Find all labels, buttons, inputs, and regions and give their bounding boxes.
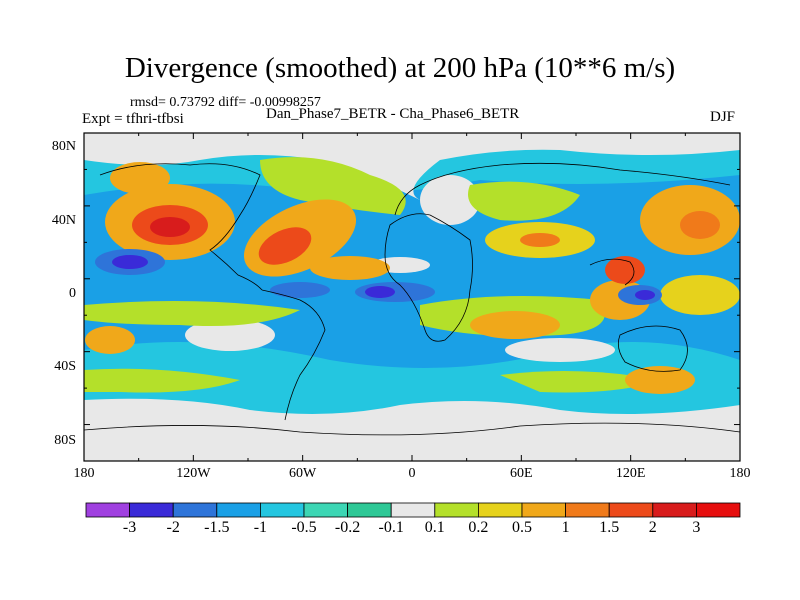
difference-label: Dan_Phase7_BETR - Cha_Phase6_BETR [266, 106, 520, 122]
colorbar-tick-label: -1 [253, 519, 268, 536]
colorbar-swatch [521, 502, 566, 518]
field-region [470, 311, 560, 339]
coastline-antarctica [84, 422, 740, 436]
near-zero-region [505, 338, 615, 362]
colorbar-swatch [477, 502, 523, 518]
field-region [520, 233, 560, 247]
colorbar-tick-label: 3 [692, 519, 701, 536]
field-region [660, 275, 740, 315]
longitude-tick-label: 60E [510, 466, 533, 481]
colorbar-swatch [390, 502, 436, 518]
map-axes [83, 132, 741, 462]
field-region [150, 217, 190, 237]
field-region [468, 181, 580, 221]
plot-title: Divergence (smoothed) at 200 hPa (10**6 … [124, 52, 676, 84]
coastline-south-america [261, 289, 326, 421]
colorbar-tick-label: 0.5 [512, 519, 532, 536]
colorbar-swatch [85, 502, 130, 518]
colorbar-swatch [216, 502, 261, 518]
field-region [84, 368, 240, 393]
near-zero-region [185, 319, 275, 351]
field-region [258, 227, 312, 265]
colorbar-swatch [347, 502, 392, 518]
coastline-australia [617, 325, 688, 372]
latitude-tick-label: 80S [54, 433, 76, 448]
field-region [85, 326, 135, 354]
coastlines [84, 162, 740, 436]
coastline-africa [384, 213, 473, 342]
longitude-tick-label: 0 [408, 466, 416, 481]
near-zero-region [420, 175, 480, 225]
field-region [84, 301, 300, 326]
field-region [625, 366, 695, 394]
colorbar-swatch [434, 502, 479, 518]
experiment-label: Expt = tfhri-tfbsi [82, 111, 184, 127]
longitude-tick-label: 180 [729, 466, 751, 481]
longitude-tick-label: 180 [73, 466, 95, 481]
latitude-tick-label: 40S [54, 359, 76, 374]
near-zero-region [84, 398, 740, 461]
colorbar-swatch [259, 502, 305, 518]
colorbar-tick-label: -0.2 [334, 519, 361, 536]
field-region [635, 290, 655, 300]
field-region [310, 256, 390, 280]
map-field [84, 133, 740, 461]
longitude-tick-label: 120E [615, 466, 646, 481]
colorbar-swatch [565, 502, 610, 518]
colorbar-swatch [172, 502, 218, 518]
colorbar-tick-label: 0.1 [424, 519, 445, 536]
colorbar-tick-label: 0.2 [468, 519, 489, 536]
colorbar-tick-label: -0.5 [291, 519, 317, 536]
colorbar-swatch [696, 502, 741, 518]
colorbar-swatch [652, 502, 697, 518]
latitude-tick-label: 40N [51, 213, 76, 228]
latitude-tick-label: 80N [51, 139, 76, 154]
colorbar-swatch [303, 502, 348, 518]
field-region [270, 282, 330, 298]
rmsd-diff-stats: rmsd= 0.73792 diff= -0.00998257 [130, 95, 321, 110]
near-zero-region [84, 133, 740, 200]
colorbar-tick-label: 1 [561, 519, 570, 536]
colorbar-swatch [608, 502, 654, 518]
colorbar-tick-label: -2 [166, 519, 180, 536]
latitude-tick-label: 0 [69, 286, 76, 301]
field-region [605, 256, 645, 284]
colorbar-tick-label: 2 [648, 519, 657, 536]
coastline-eurasia [394, 162, 731, 216]
colorbar-tick-label: -3 [122, 519, 137, 536]
season-label: DJF [710, 109, 736, 125]
colorbar-swatch [129, 502, 174, 518]
field-region [500, 371, 660, 393]
coastline-north-america [99, 163, 263, 291]
field-region [680, 211, 720, 239]
colorbar-tick-label: -0.1 [378, 519, 404, 536]
field-region [365, 286, 395, 298]
field-region [112, 255, 148, 269]
field-region [110, 162, 170, 194]
colorbar-tick-label: -1.5 [204, 519, 230, 536]
longitude-tick-label: 60W [289, 466, 317, 481]
colorbar [85, 502, 741, 518]
colorbar-tick-label: 1.5 [599, 519, 620, 536]
field-region [260, 157, 406, 215]
coastline-southeast-asia [589, 258, 635, 286]
longitude-tick-label: 120W [176, 466, 211, 481]
